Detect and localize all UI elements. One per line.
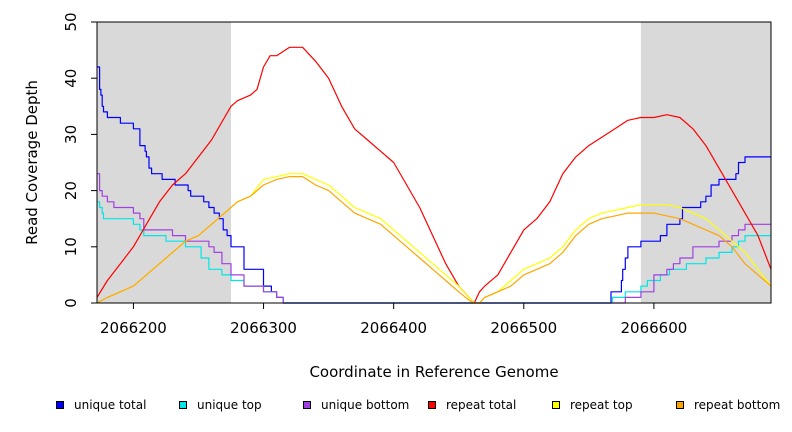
shaded-region-1 [97,22,232,303]
series-lines [96,46,772,304]
y-tick-label: 10 [62,237,80,256]
legend-label: unique top [197,398,262,412]
series-line-repeat-bottom [96,176,772,304]
series-line-unique-bottom [97,173,771,304]
legend-swatch-unique-total [56,401,64,409]
legend-label: unique total [74,398,147,412]
x-tick-label: 2066200 [100,319,167,337]
y-tick-label: 30 [62,125,80,144]
legend-swatch-repeat-total [428,401,436,409]
shaded-regions [97,22,771,303]
legend-swatch-unique-top [179,401,187,409]
legend-item-repeat-bottom: repeat bottom [676,398,780,412]
x-tick-label: 2066600 [620,319,687,337]
x-tick-label: 2066400 [360,319,427,337]
x-tick-label: 2066300 [230,319,297,337]
legend-swatch-repeat-top [552,401,560,409]
legend-item-repeat-top: repeat top [552,398,633,412]
legend-label: repeat top [570,398,633,412]
legend-label: repeat bottom [694,398,781,412]
y-tick-label: 0 [62,298,80,308]
x-tick-label: 2066500 [490,319,557,337]
legend-item-unique-bottom: unique bottom [303,398,409,412]
y-axis: 0 10 20 30 40 50 [62,12,97,308]
x-axis-title: Coordinate in Reference Genome [309,363,558,381]
series-line-repeat-total [96,46,772,304]
y-tick-label: 50 [62,12,80,31]
legend-item-unique-total: unique total [56,398,146,412]
y-tick-label: 20 [62,181,80,200]
series-line-unique-total [97,66,771,304]
x-axis: 2066200 2066300 2066400 2066500 2066600 [100,303,687,337]
y-axis-title: Read Coverage Depth [23,80,41,245]
legend: unique total unique top unique bottom re… [0,398,792,420]
legend-swatch-unique-bottom [303,401,311,409]
plot-frame [96,21,772,304]
legend-swatch-repeat-bottom [676,401,684,409]
legend-item-unique-top: unique top [179,398,262,412]
y-tick-label: 40 [62,69,80,88]
legend-label: repeat total [446,398,517,412]
legend-label: unique bottom [321,398,410,412]
legend-item-repeat-total: repeat total [428,398,516,412]
coverage-chart: 2066200 2066300 2066400 2066500 2066600 0 10 2… [23,12,772,381]
shaded-region-2 [640,22,771,303]
